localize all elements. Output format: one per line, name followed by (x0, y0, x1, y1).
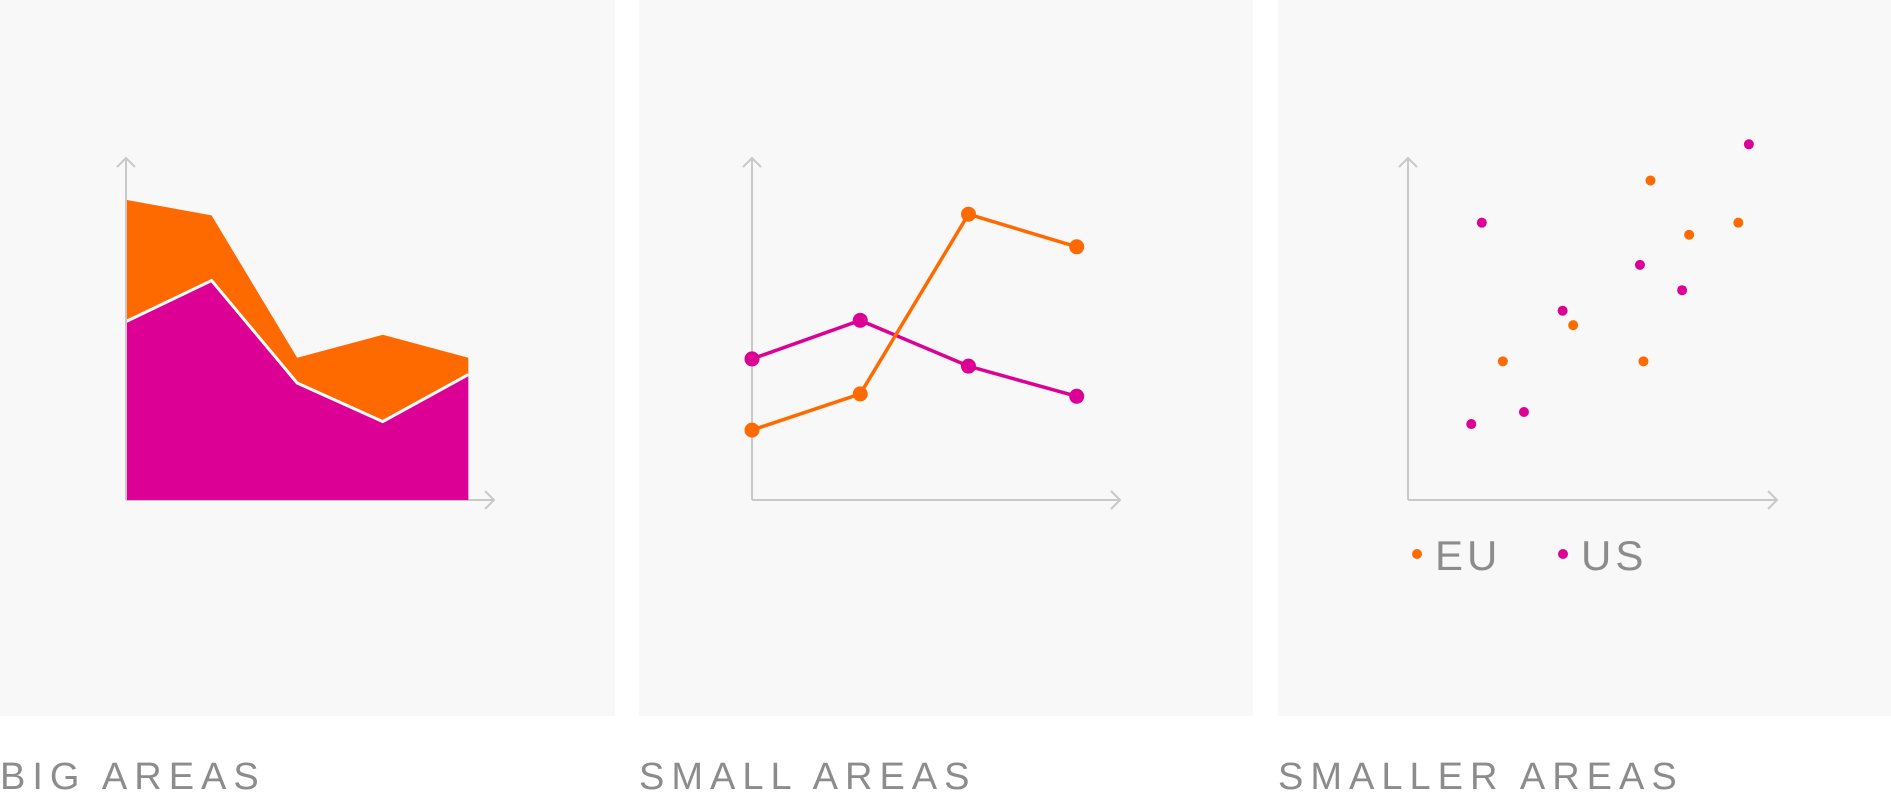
scatter-point-us (1476, 217, 1487, 228)
line-marks (744, 206, 1085, 438)
area-marks (125, 158, 470, 500)
line-point-series-1 (1069, 388, 1085, 404)
line-point-series-1 (852, 312, 868, 328)
scatter-point-eu (1497, 356, 1508, 367)
x-axis-arrowhead (1110, 490, 1122, 510)
smaller-areas-chart: EU US (1398, 139, 1779, 579)
scatter-point-us (1743, 139, 1754, 150)
legend-eu-label: EU (1435, 532, 1501, 579)
big-areas-chart-panel (0, 0, 615, 716)
y-axis-arrowhead (1398, 156, 1418, 168)
scatter-point-us (1557, 305, 1568, 316)
axes (1398, 156, 1779, 510)
line-point-series-0 (1069, 239, 1085, 255)
line-point-series-1 (744, 351, 760, 367)
caption-smaller-areas: SMALLER AREAS (1278, 756, 1684, 798)
scatter-point-us (1518, 406, 1529, 417)
scatter-point-eu (1684, 229, 1695, 240)
line-series-0 (751, 212, 1078, 432)
line-point-series-1 (960, 358, 976, 374)
big-areas-chart (116, 156, 496, 510)
x-axis-arrowhead (484, 490, 496, 510)
line-point-series-0 (744, 422, 760, 438)
scatter-point-us (1466, 419, 1477, 430)
legend-us-label: US (1581, 532, 1647, 579)
small-areas-chart (742, 156, 1122, 510)
line-point-series-0 (960, 206, 976, 222)
area-divider-line (125, 278, 470, 424)
line-series-1 (751, 318, 1078, 398)
line-point-series-0 (852, 386, 868, 402)
y-axis-arrowhead (742, 156, 762, 168)
area-series-top (126, 199, 469, 422)
scatter-point-us (1677, 285, 1688, 296)
scatter-point-eu (1733, 217, 1744, 228)
area-series-base (126, 280, 469, 500)
legend-eu-marker (1412, 549, 1422, 559)
scatter-marks (1466, 139, 1754, 430)
x-axis-arrowhead (1767, 490, 1779, 510)
scatter-point-us (1634, 259, 1645, 270)
scatter-point-eu (1568, 320, 1579, 331)
axes (742, 156, 1122, 510)
caption-small-areas: SMALL AREAS (639, 756, 977, 798)
legend: EU US (1412, 532, 1647, 579)
small-areas-chart-panel (639, 0, 1253, 716)
scatter-point-eu (1638, 356, 1649, 367)
caption-big-areas: BIG AREAS (0, 756, 266, 798)
scatter-point-eu (1645, 175, 1656, 186)
smaller-areas-chart-panel: EU US (1278, 0, 1891, 716)
legend-us-marker (1558, 549, 1568, 559)
